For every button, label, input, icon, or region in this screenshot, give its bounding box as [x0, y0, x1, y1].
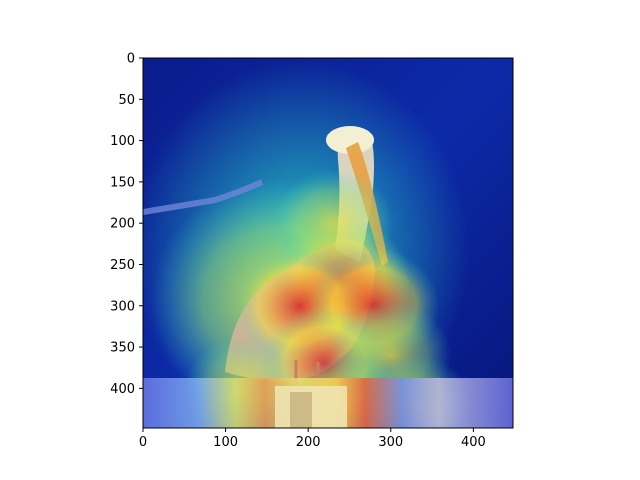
y-tick-label: 250	[110, 258, 135, 273]
x-tick-label: 300	[378, 435, 403, 450]
y-tick-label: 400	[110, 382, 135, 397]
heatmap-image	[143, 58, 513, 428]
x-tick-label: 0	[139, 435, 147, 450]
x-tick-label: 100	[213, 435, 238, 450]
heatmap-hotspot-3	[271, 168, 394, 278]
y-tick-label: 0	[127, 52, 135, 67]
y-tick-label: 100	[110, 134, 135, 149]
plot-frame	[142, 57, 514, 429]
x-tick-label: 400	[461, 435, 486, 450]
y-tick-label: 50	[118, 93, 135, 108]
y-tick-label: 200	[110, 217, 135, 232]
y-tick-label: 300	[110, 299, 135, 314]
y-tick-label: 150	[110, 175, 135, 190]
x-tick-label: 200	[296, 435, 321, 450]
x-axis: 0 100 200 300 400	[139, 428, 486, 450]
y-axis: 0 50 100 150 200 250 300 350 400	[110, 52, 143, 397]
y-tick-label: 350	[110, 341, 135, 356]
